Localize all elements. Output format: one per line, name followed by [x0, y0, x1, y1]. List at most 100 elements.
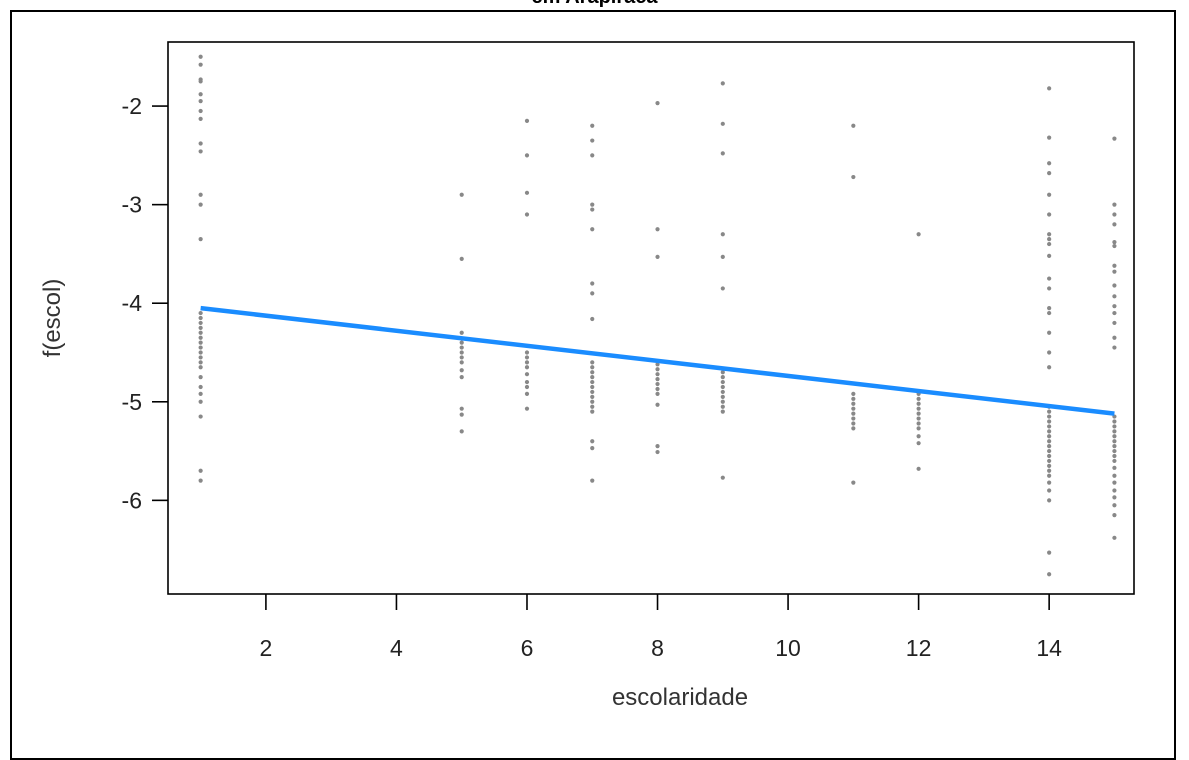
data-point	[198, 202, 203, 207]
data-point	[1112, 345, 1117, 350]
data-point	[590, 384, 595, 390]
y-tick-label: -6	[122, 487, 142, 513]
x-tick-label: 12	[906, 635, 932, 661]
data-point	[851, 480, 856, 485]
fit-lines	[200, 305, 1115, 416]
y-tick-label: -2	[122, 93, 142, 119]
data-point	[590, 138, 595, 143]
data-point	[198, 330, 203, 335]
data-point	[1112, 263, 1117, 268]
data-point	[1112, 136, 1117, 141]
data-point	[916, 421, 921, 426]
data-point	[198, 315, 203, 321]
data-point	[1112, 240, 1117, 245]
data-point	[1112, 304, 1117, 309]
data-point	[459, 375, 464, 380]
data-point	[1047, 424, 1052, 429]
data-point	[720, 394, 725, 399]
data-point	[198, 345, 203, 350]
data-point	[1112, 465, 1117, 470]
data-point	[459, 256, 464, 261]
data-point	[916, 434, 921, 439]
data-point	[1047, 468, 1052, 473]
data-point	[1047, 86, 1052, 91]
data-point	[198, 375, 203, 380]
data-point	[655, 227, 660, 232]
data-point	[720, 384, 725, 390]
data-point	[720, 399, 725, 404]
data-point	[1047, 498, 1052, 503]
data-point	[851, 401, 856, 406]
data-point	[459, 412, 464, 417]
data-point	[720, 404, 725, 409]
data-point	[459, 192, 464, 197]
data-point	[720, 379, 725, 385]
data-point	[916, 411, 921, 416]
data-point	[459, 350, 464, 355]
data-point	[851, 426, 856, 431]
data-point	[1047, 419, 1052, 424]
x-tick-label: 10	[775, 635, 801, 661]
data-point	[524, 384, 530, 390]
data-point	[1112, 458, 1117, 464]
data-point	[1112, 294, 1117, 299]
data-point	[198, 384, 203, 390]
data-point	[590, 370, 595, 375]
data-point	[1112, 480, 1117, 485]
data-point	[590, 389, 595, 395]
data-point	[198, 355, 203, 360]
x-tick-label: 14	[1036, 635, 1062, 661]
data-point	[655, 377, 660, 382]
data-point	[590, 399, 595, 404]
data-point	[1047, 414, 1052, 419]
data-point	[1112, 335, 1117, 340]
data-point	[916, 396, 921, 401]
data-point	[198, 62, 203, 67]
data-point	[655, 367, 660, 372]
data-point	[198, 340, 203, 345]
data-point	[1112, 503, 1117, 508]
data-point	[590, 316, 595, 322]
data-point	[655, 386, 660, 392]
data-point	[1047, 434, 1052, 439]
chart-frame	[10, 10, 1176, 760]
data-point	[720, 475, 725, 480]
data-point	[198, 92, 203, 97]
data-point	[655, 444, 660, 449]
data-point	[720, 254, 725, 259]
data-point	[916, 426, 921, 431]
data-point	[459, 429, 464, 434]
data-point	[851, 396, 856, 401]
data-point	[459, 340, 464, 345]
data-point	[1112, 243, 1117, 249]
data-point	[1047, 429, 1052, 434]
data-point	[1112, 495, 1117, 500]
fit-line	[200, 305, 1115, 416]
data-point	[655, 381, 660, 387]
data-point	[590, 365, 595, 370]
data-point	[1112, 473, 1117, 478]
data-point	[720, 409, 725, 414]
data-point	[198, 365, 203, 370]
data-point	[1112, 419, 1117, 424]
data-point	[1047, 463, 1052, 468]
data-point	[1112, 283, 1117, 288]
data-point	[720, 389, 725, 395]
data-point	[459, 330, 464, 335]
x-tick-label: 8	[651, 635, 664, 661]
data-point	[198, 468, 203, 473]
data-point	[720, 286, 725, 291]
data-point	[1047, 237, 1052, 242]
data-point	[851, 416, 856, 421]
y-tick-label: -5	[122, 389, 142, 415]
data-point	[590, 153, 595, 158]
data-point	[590, 227, 595, 232]
data-point	[916, 232, 921, 237]
data-point	[1047, 192, 1052, 197]
data-point	[1047, 572, 1052, 577]
y-axis: -2 -3 -4 -5 -6	[122, 93, 168, 513]
data-point	[198, 192, 203, 197]
data-point	[655, 101, 660, 106]
data-point	[720, 375, 725, 380]
data-point	[720, 121, 725, 126]
